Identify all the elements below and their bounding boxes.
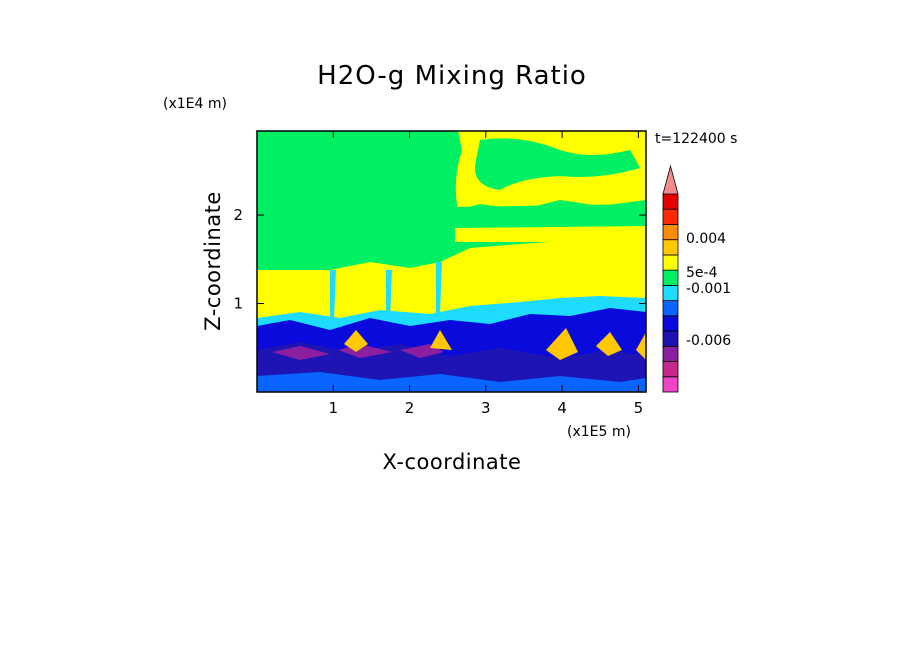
colorbar-swatch xyxy=(662,315,679,332)
contour-field xyxy=(257,131,646,392)
colorbar-tick-label: -0.006 xyxy=(686,333,731,349)
y-ticks: 12 xyxy=(233,206,646,313)
colorbar xyxy=(662,164,679,393)
y-axis-label: Z-coordinate xyxy=(201,191,225,331)
colorbar-swatch xyxy=(662,330,679,347)
field-orange-plumes xyxy=(344,328,646,360)
colorbar-swatch xyxy=(662,269,679,286)
field-surface-noise xyxy=(257,372,646,392)
colorbar-swatch xyxy=(662,361,679,378)
colorbar-swatch xyxy=(662,254,679,271)
x-tick-label: 5 xyxy=(634,399,644,417)
x-tick-label: 1 xyxy=(329,399,339,417)
x-tick-label: 4 xyxy=(557,399,567,417)
colorbar-ticks: 0.004 5e-4-0.001 -0.006 xyxy=(686,231,731,349)
colorbar-swatch xyxy=(662,239,679,256)
colorbar-tick-label: 5e-4 xyxy=(686,265,718,281)
y-tick-label: 1 xyxy=(233,295,243,313)
colorbar-swatch xyxy=(662,376,679,393)
x-axis-label: X-coordinate xyxy=(383,450,522,474)
x-tick-label: 2 xyxy=(405,399,415,417)
field-green-stripes xyxy=(455,204,646,224)
field-cyan-streaks xyxy=(330,262,442,320)
field-yellow-band xyxy=(455,226,646,242)
field-green-hole-1 xyxy=(475,138,640,190)
colorbar-swatch xyxy=(662,193,679,210)
field-purple-cores xyxy=(272,344,444,360)
colorbar-swatch xyxy=(662,208,679,225)
x-ticks: 1 2 3 4 5 xyxy=(329,131,644,417)
y-unit-label: (x1E4 m) xyxy=(163,96,227,112)
colorbar-over-triangle xyxy=(662,164,679,195)
colorbar-swatch xyxy=(662,345,679,362)
colorbar-tick-label: -0.001 xyxy=(686,281,731,297)
colorbar-swatch xyxy=(662,284,679,302)
colorbar-swatch xyxy=(662,300,679,317)
y-tick-label: 2 xyxy=(233,206,243,224)
x-tick-label: 3 xyxy=(481,399,491,417)
colorbar-swatch xyxy=(662,224,679,241)
time-label: t=122400 s xyxy=(655,131,737,147)
plot-frame xyxy=(256,130,647,393)
colorbar-tick-label: 0.004 xyxy=(686,231,726,247)
x-unit-label: (x1E5 m) xyxy=(567,424,631,440)
chart-title: H2O-g Mixing Ratio xyxy=(317,61,587,91)
